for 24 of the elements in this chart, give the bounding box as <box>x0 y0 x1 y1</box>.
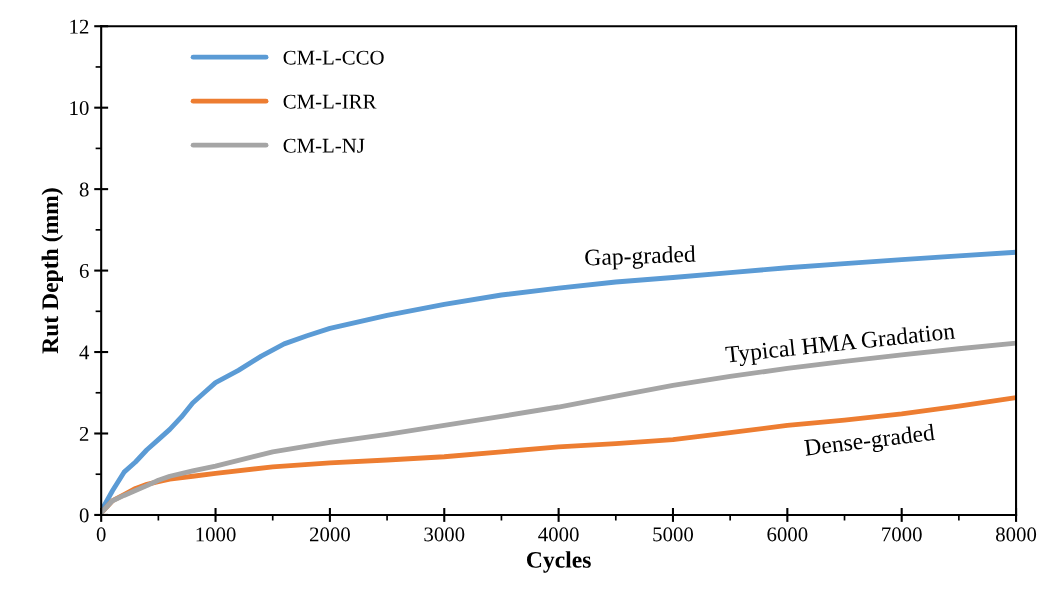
x-tick-label: 1000 <box>196 527 236 542</box>
legend-label: CM-L-IRR <box>283 94 377 109</box>
y-tick-label: 0 <box>79 508 89 523</box>
annotation: Dense-graded <box>803 423 936 461</box>
annotation: Typical HMA Gradation <box>725 322 956 368</box>
x-tick-label: 8000 <box>996 527 1037 542</box>
annotation: Gap-graded <box>584 245 696 271</box>
legend-label: CM-L-CCO <box>283 50 384 65</box>
y-tick-label: 10 <box>70 101 89 116</box>
x-tick-label: 7000 <box>882 527 922 542</box>
y-tick-label: 4 <box>79 345 90 360</box>
legend-label: CM-L-NJ <box>283 138 365 153</box>
y-tick-label: 8 <box>79 182 89 197</box>
x-tick-label: 2000 <box>309 527 350 542</box>
y-tick-label: 6 <box>79 264 89 279</box>
x-tick-label: 5000 <box>653 527 694 542</box>
x-tick-label: 3000 <box>424 527 465 542</box>
x-tick-label: 0 <box>96 527 106 542</box>
y-tick-label: 12 <box>70 19 89 34</box>
y-axis-title: Rut Depth (mm) <box>41 188 63 354</box>
x-axis-title: Cycles <box>526 551 591 573</box>
y-tick-label: 2 <box>79 426 89 441</box>
x-tick-label: 4000 <box>538 527 579 542</box>
x-tick-label: 6000 <box>767 527 808 542</box>
